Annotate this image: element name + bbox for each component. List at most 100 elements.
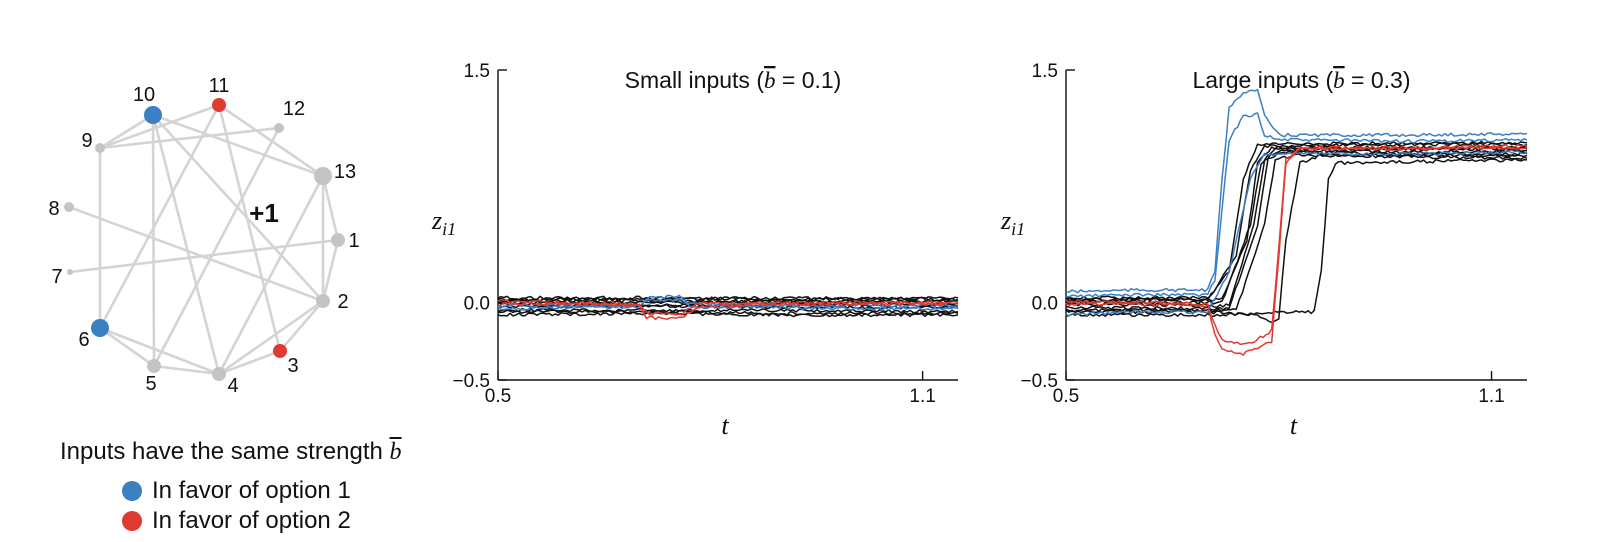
network-node-5	[147, 359, 161, 373]
x-axis-label: t	[1290, 411, 1298, 440]
series-line-trace-12	[1065, 153, 1528, 324]
network-edge-12-5	[152, 127, 281, 367]
chart-title-prefix: Large inputs (	[1193, 67, 1334, 93]
network-edge-3-4	[218, 349, 281, 376]
network-node-4	[212, 367, 226, 381]
network-edge-13-4	[217, 175, 325, 375]
network-edge-10-13	[152, 113, 324, 178]
network-edge-4-5	[153, 364, 220, 376]
y-tick-label: 1.5	[464, 61, 490, 82]
network-node-7	[67, 269, 73, 275]
y-tick-label: −0.5	[452, 371, 490, 392]
network-node-label-2: 2	[337, 291, 348, 313]
series-line-trace-5	[1065, 140, 1528, 301]
chart-title: Large inputs (b = 0.3)	[1193, 67, 1411, 93]
legend-item-option-2: In favor of option 2	[122, 506, 402, 536]
network-edge-10-4	[151, 114, 221, 375]
chart-title-symbol: b	[1333, 68, 1345, 93]
series-line-trace-12	[497, 311, 959, 318]
network-node-8	[64, 202, 74, 212]
network-node-6	[91, 319, 109, 337]
series-line-trace-13	[1065, 157, 1528, 318]
legend-caption-text: Inputs have the same strength	[60, 438, 390, 465]
y-axis-label: zi1	[431, 206, 456, 239]
network-edge-13-1	[321, 175, 340, 241]
network-node-label-5: 5	[145, 373, 156, 395]
network-edge-2-8	[68, 205, 324, 303]
network-edge-1-2	[321, 239, 340, 302]
series-line-option2-3	[497, 298, 959, 316]
x-axis-label: t	[721, 411, 729, 440]
series-line-trace-6	[1065, 142, 1528, 302]
y-axis-label: zi1	[1000, 206, 1025, 239]
y-axis-label-sub: i1	[442, 219, 456, 239]
y-axis-label-main: z	[431, 206, 442, 235]
chart-title-symbol: b	[764, 68, 776, 93]
legend-dot-option-2	[122, 511, 142, 531]
series-line-trace-11	[1065, 153, 1528, 313]
series-line-option2-4	[1065, 146, 1528, 346]
network-node-9	[95, 143, 105, 153]
legend: Inputs have the same strength b In favor…	[60, 438, 402, 536]
legend-caption-symbol: b	[389, 439, 402, 465]
chart-title-prefix: Small inputs (	[625, 67, 765, 93]
y-tick-label: 0.0	[464, 294, 490, 315]
y-tick-label: 1.5	[1032, 61, 1058, 82]
network-sign-label: +1	[249, 198, 279, 228]
network-node-label-4: 4	[227, 375, 238, 397]
legend-label-option-2: In favor of option 2	[152, 507, 351, 534]
network-edges	[68, 103, 340, 376]
y-axis-label-sub: i1	[1011, 219, 1025, 239]
network-edge-4-6	[99, 326, 220, 376]
network-node-label-10: 10	[133, 84, 155, 106]
network-edge-11-9	[99, 103, 220, 150]
series-line-option1-0	[1065, 88, 1528, 294]
network-node-label-13: 13	[334, 161, 356, 183]
legend-label-option-1: In favor of option 1	[152, 477, 351, 504]
chart-small-inputs: −0.5 0.0 1.5 0.5 1.1 Small inputs (b = 0.1) t z…	[431, 61, 959, 440]
legend-item-option-1: In favor of option 1	[122, 476, 402, 506]
chart-title-suffix: = 0.1)	[775, 67, 841, 93]
legend-caption: Inputs have the same strength b	[60, 438, 402, 466]
network-node-2	[316, 294, 330, 308]
network-node-label-9: 9	[81, 130, 92, 152]
network-node-label-6: 6	[78, 329, 89, 351]
x-tick-label: 1.1	[1478, 386, 1504, 407]
network-node-label-7: 7	[51, 266, 62, 288]
network-edge-6-5	[99, 326, 155, 368]
y-axis-label-main: z	[1000, 206, 1011, 235]
series-line-trace-5	[497, 295, 959, 302]
network-node-label-8: 8	[48, 198, 59, 220]
network-node-label-1: 1	[348, 230, 359, 252]
network-edge-11-6	[98, 104, 221, 329]
network-node-3	[273, 344, 287, 358]
network-node-13	[314, 167, 332, 185]
network-edge-10-9	[99, 113, 154, 150]
series-line-option1-1	[1065, 112, 1528, 298]
network-edge-12-9	[99, 126, 280, 150]
series-line-trace-7	[1065, 145, 1528, 304]
series-line-option2-3	[1065, 143, 1528, 356]
series-line-trace-9	[1065, 148, 1528, 308]
network-edge-11-3	[217, 104, 282, 352]
network-node-10	[144, 106, 162, 124]
y-tick-label: 0.0	[1032, 294, 1058, 315]
x-tick-label: 0.5	[1053, 386, 1079, 407]
network-nodes	[64, 98, 345, 381]
series-line-trace-10	[1065, 150, 1528, 311]
network-node-label-12: 12	[283, 98, 305, 120]
chart-large-inputs: −0.5 0.0 1.5 0.5 1.1 Large inputs (b = 0.3) t z…	[1000, 61, 1528, 440]
legend-dot-option-1	[122, 481, 142, 501]
network-edge-2-3	[279, 300, 324, 352]
x-tick-label: 1.1	[909, 386, 935, 407]
network-node-label-11: 11	[209, 75, 230, 97]
network-node-12	[274, 123, 284, 133]
network-edge-10-5	[151, 114, 156, 367]
series-line-option1-2	[1065, 150, 1528, 317]
y-tick-label: −0.5	[1020, 371, 1058, 392]
network-edge-2-4	[218, 299, 324, 376]
network-node-11	[212, 98, 226, 112]
